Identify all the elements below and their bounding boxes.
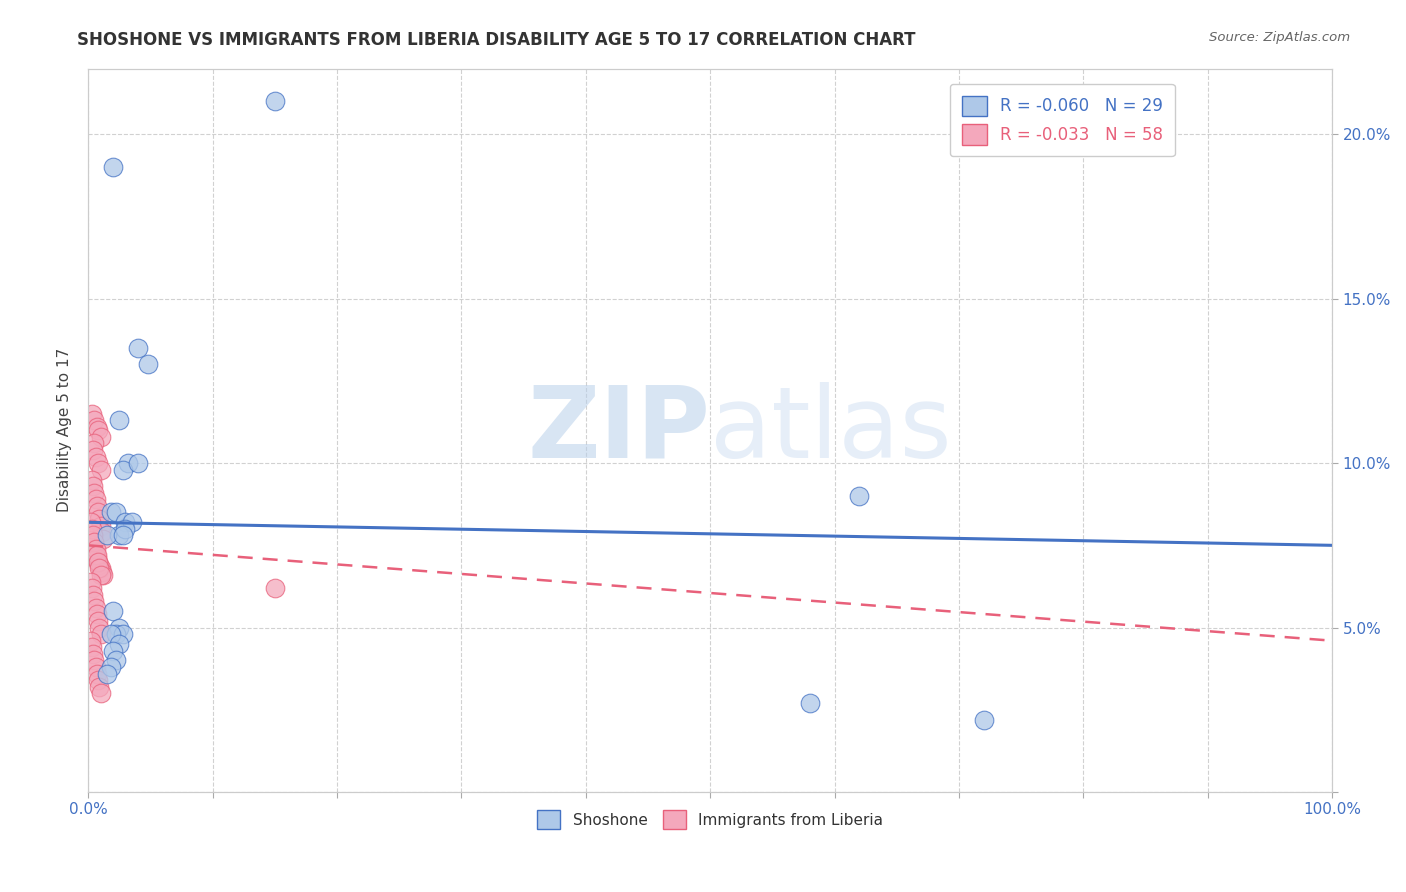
Point bbox=[91, 532, 114, 546]
Point bbox=[121, 516, 143, 530]
Point bbox=[89, 680, 111, 694]
Point bbox=[86, 551, 108, 566]
Legend: Shoshone, Immigrants from Liberia: Shoshone, Immigrants from Liberia bbox=[531, 804, 889, 835]
Point bbox=[87, 456, 110, 470]
Point bbox=[90, 627, 112, 641]
Point bbox=[90, 518, 112, 533]
Point bbox=[114, 516, 136, 530]
Point bbox=[87, 505, 110, 519]
Point bbox=[114, 522, 136, 536]
Point bbox=[84, 660, 107, 674]
Point bbox=[127, 341, 149, 355]
Point bbox=[86, 548, 108, 562]
Point bbox=[104, 505, 127, 519]
Point bbox=[91, 568, 114, 582]
Point bbox=[87, 673, 110, 688]
Point bbox=[84, 450, 107, 464]
Point bbox=[82, 528, 104, 542]
Point bbox=[80, 581, 103, 595]
Point bbox=[86, 607, 108, 622]
Point bbox=[87, 614, 110, 628]
Point bbox=[79, 516, 101, 530]
Point bbox=[86, 499, 108, 513]
Point bbox=[83, 653, 105, 667]
Point bbox=[80, 407, 103, 421]
Point bbox=[83, 436, 105, 450]
Point bbox=[87, 423, 110, 437]
Point bbox=[87, 555, 110, 569]
Point bbox=[100, 660, 122, 674]
Point bbox=[104, 627, 127, 641]
Point bbox=[86, 420, 108, 434]
Point bbox=[80, 538, 103, 552]
Point bbox=[82, 479, 104, 493]
Point bbox=[82, 588, 104, 602]
Point bbox=[111, 528, 134, 542]
Point bbox=[101, 604, 124, 618]
Text: ZIP: ZIP bbox=[527, 382, 710, 479]
Point bbox=[89, 512, 111, 526]
Point bbox=[84, 600, 107, 615]
Point bbox=[799, 696, 821, 710]
Point bbox=[80, 522, 103, 536]
Point bbox=[973, 713, 995, 727]
Point bbox=[111, 463, 134, 477]
Point bbox=[90, 430, 112, 444]
Point bbox=[82, 647, 104, 661]
Point bbox=[83, 485, 105, 500]
Point bbox=[87, 555, 110, 569]
Point bbox=[108, 637, 131, 651]
Text: SHOSHONE VS IMMIGRANTS FROM LIBERIA DISABILITY AGE 5 TO 17 CORRELATION CHART: SHOSHONE VS IMMIGRANTS FROM LIBERIA DISA… bbox=[77, 31, 915, 49]
Point bbox=[83, 545, 105, 559]
Point bbox=[96, 666, 118, 681]
Point bbox=[79, 633, 101, 648]
Point bbox=[84, 492, 107, 507]
Text: atlas: atlas bbox=[710, 382, 952, 479]
Point bbox=[263, 581, 285, 595]
Point bbox=[82, 541, 104, 556]
Point bbox=[90, 568, 112, 582]
Point bbox=[89, 558, 111, 572]
Point bbox=[89, 621, 111, 635]
Point bbox=[101, 160, 124, 174]
Point bbox=[263, 95, 285, 109]
Point bbox=[84, 541, 107, 556]
Point bbox=[90, 463, 112, 477]
Point bbox=[89, 561, 111, 575]
Point bbox=[848, 489, 870, 503]
Point bbox=[90, 525, 112, 540]
Point bbox=[84, 548, 107, 562]
Point bbox=[90, 561, 112, 575]
Point bbox=[83, 413, 105, 427]
Point bbox=[80, 473, 103, 487]
Point bbox=[101, 643, 124, 657]
Point bbox=[96, 528, 118, 542]
Point bbox=[80, 640, 103, 655]
Point bbox=[79, 574, 101, 589]
Point bbox=[117, 456, 139, 470]
Point bbox=[83, 535, 105, 549]
Text: Source: ZipAtlas.com: Source: ZipAtlas.com bbox=[1209, 31, 1350, 45]
Point bbox=[104, 653, 127, 667]
Y-axis label: Disability Age 5 to 17: Disability Age 5 to 17 bbox=[58, 348, 72, 512]
Point bbox=[83, 594, 105, 608]
Point bbox=[90, 565, 112, 579]
Point bbox=[100, 505, 122, 519]
Point bbox=[82, 442, 104, 457]
Point bbox=[108, 413, 131, 427]
Point bbox=[86, 666, 108, 681]
Point bbox=[127, 456, 149, 470]
Point bbox=[100, 627, 122, 641]
Point bbox=[111, 627, 134, 641]
Point bbox=[90, 686, 112, 700]
Point bbox=[108, 621, 131, 635]
Point bbox=[108, 528, 131, 542]
Point bbox=[136, 358, 159, 372]
